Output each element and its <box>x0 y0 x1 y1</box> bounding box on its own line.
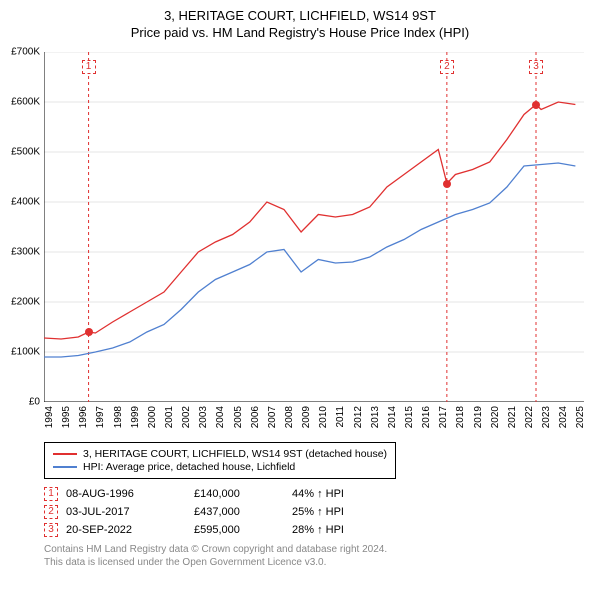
y-tick-label: £400K <box>11 197 40 208</box>
y-tick-label: £700K <box>11 47 40 58</box>
title-block: 3, HERITAGE COURT, LICHFIELD, WS14 9ST P… <box>0 0 600 40</box>
x-tick-label: 2018 <box>455 406 466 428</box>
event-price: £437,000 <box>194 506 284 518</box>
title-main: 3, HERITAGE COURT, LICHFIELD, WS14 9ST <box>0 8 600 23</box>
chart-marker-dot <box>532 101 540 109</box>
events-table: 1 08-AUG-1996 £140,000 44% ↑ HPI 2 03-JUL-201… <box>44 487 584 537</box>
x-tick-label: 2003 <box>198 406 209 428</box>
x-tick-label: 2007 <box>267 406 278 428</box>
x-tick-label: 1999 <box>130 406 141 428</box>
legend-box: 3, HERITAGE COURT, LICHFIELD, WS14 9ST (… <box>44 442 396 479</box>
x-tick-label: 1995 <box>61 406 72 428</box>
x-tick-label: 2009 <box>301 406 312 428</box>
event-diff: 25% ↑ HPI <box>292 506 392 518</box>
event-row: 1 08-AUG-1996 £140,000 44% ↑ HPI <box>44 487 584 501</box>
chart-marker-dot <box>443 180 451 188</box>
x-tick-label: 2017 <box>438 406 449 428</box>
chart-marker-box: 1 <box>82 60 96 74</box>
x-tick-label: 2010 <box>318 406 329 428</box>
x-tick-label: 2005 <box>233 406 244 428</box>
footer-text: Contains HM Land Registry data © Crown c… <box>44 543 584 569</box>
x-tick-label: 2023 <box>541 406 552 428</box>
event-price: £140,000 <box>194 488 284 500</box>
chart-container: 3, HERITAGE COURT, LICHFIELD, WS14 9ST P… <box>0 0 600 590</box>
x-tick-label: 2015 <box>404 406 415 428</box>
y-tick-label: £200K <box>11 297 40 308</box>
x-tick-label: 2013 <box>370 406 381 428</box>
legend-swatch <box>53 453 77 455</box>
x-tick-label: 2024 <box>558 406 569 428</box>
event-date: 08-AUG-1996 <box>66 488 186 500</box>
x-tick-label: 2008 <box>284 406 295 428</box>
event-marker-box: 1 <box>44 487 58 501</box>
event-marker-box: 2 <box>44 505 58 519</box>
legend-swatch <box>53 466 77 468</box>
x-tick-label: 2000 <box>147 406 158 428</box>
legend-row: HPI: Average price, detached house, Lich… <box>53 461 387 473</box>
chart-marker-dot <box>85 328 93 336</box>
x-tick-label: 2004 <box>215 406 226 428</box>
y-tick-label: £600K <box>11 97 40 108</box>
chart-svg <box>44 52 584 402</box>
legend-label: 3, HERITAGE COURT, LICHFIELD, WS14 9ST (… <box>83 448 387 460</box>
y-tick-label: £0 <box>29 397 40 408</box>
x-tick-label: 1994 <box>44 406 55 428</box>
legend-label: HPI: Average price, detached house, Lich… <box>83 461 295 473</box>
x-tick-label: 2025 <box>575 406 586 428</box>
x-tick-label: 2006 <box>250 406 261 428</box>
x-tick-label: 1997 <box>95 406 106 428</box>
x-tick-label: 2011 <box>335 406 346 428</box>
event-date: 20-SEP-2022 <box>66 524 186 536</box>
x-tick-label: 2021 <box>507 406 518 428</box>
title-sub: Price paid vs. HM Land Registry's House … <box>0 25 600 40</box>
y-tick-label: £100K <box>11 347 40 358</box>
footer-line2: This data is licensed under the Open Gov… <box>44 556 584 569</box>
event-row: 2 03-JUL-2017 £437,000 25% ↑ HPI <box>44 505 584 519</box>
chart-marker-box: 3 <box>529 60 543 74</box>
event-date: 03-JUL-2017 <box>66 506 186 518</box>
x-tick-label: 2016 <box>421 406 432 428</box>
y-tick-label: £300K <box>11 247 40 258</box>
x-tick-label: 2022 <box>524 406 535 428</box>
event-row: 3 20-SEP-2022 £595,000 28% ↑ HPI <box>44 523 584 537</box>
event-diff: 44% ↑ HPI <box>292 488 392 500</box>
x-tick-label: 1996 <box>78 406 89 428</box>
event-diff: 28% ↑ HPI <box>292 524 392 536</box>
footer-line1: Contains HM Land Registry data © Crown c… <box>44 543 584 556</box>
legend-block: 3, HERITAGE COURT, LICHFIELD, WS14 9ST (… <box>44 442 584 569</box>
x-tick-label: 2012 <box>353 406 364 428</box>
x-tick-label: 2019 <box>473 406 484 428</box>
chart-marker-box: 2 <box>440 60 454 74</box>
chart-area: £0£100K£200K£300K£400K£500K£600K£700K 19… <box>44 52 584 402</box>
event-marker-box: 3 <box>44 523 58 537</box>
x-tick-label: 2002 <box>181 406 192 428</box>
x-tick-label: 2020 <box>490 406 501 428</box>
legend-row: 3, HERITAGE COURT, LICHFIELD, WS14 9ST (… <box>53 448 387 460</box>
event-price: £595,000 <box>194 524 284 536</box>
x-tick-label: 2001 <box>164 406 175 428</box>
y-tick-label: £500K <box>11 147 40 158</box>
x-tick-label: 1998 <box>113 406 124 428</box>
x-tick-label: 2014 <box>387 406 398 428</box>
